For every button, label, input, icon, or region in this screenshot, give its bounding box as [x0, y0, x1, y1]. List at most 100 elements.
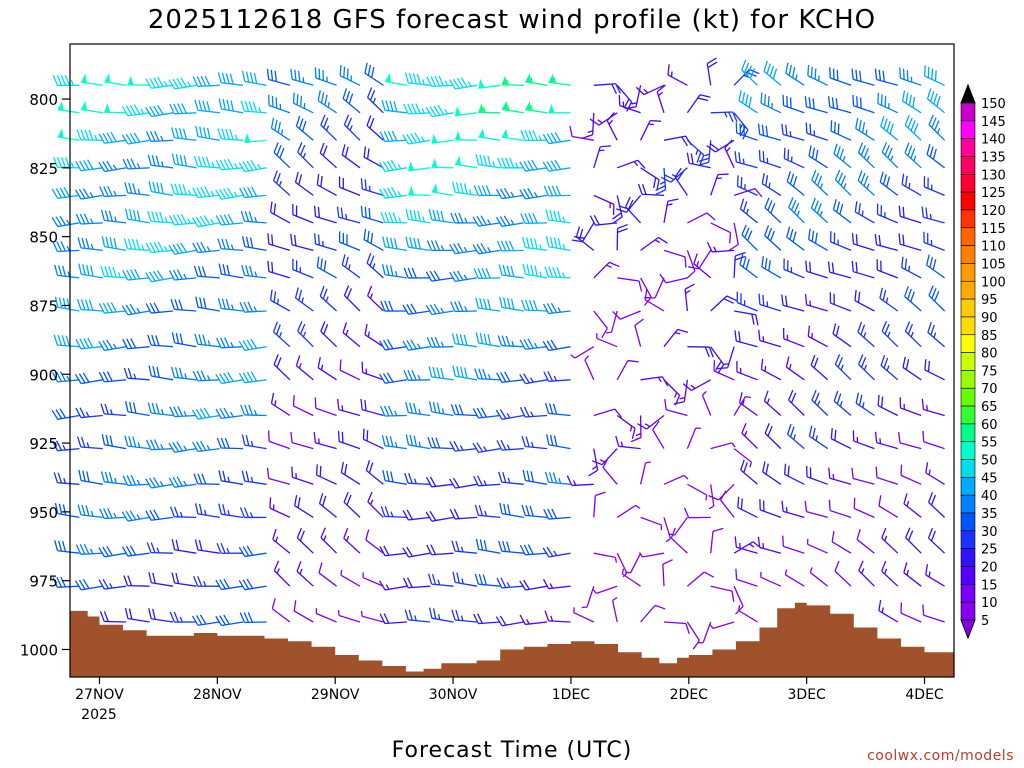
wind-barb [123, 367, 150, 381]
wind-barb [318, 493, 338, 518]
wind-barb [337, 430, 361, 450]
wind-barb [880, 355, 899, 381]
wind-barb [501, 128, 524, 141]
x-tick-label: 4DEC [905, 687, 944, 703]
wind-barb [52, 576, 80, 588]
x-tick-label: 1DEC [552, 687, 591, 703]
wind-barb [684, 283, 695, 312]
wind-barb [927, 322, 946, 348]
wind-barb [921, 206, 945, 224]
wind-barb [74, 579, 103, 591]
wind-barb [343, 528, 361, 554]
wind-barb [734, 536, 758, 554]
wind-barb [810, 197, 829, 224]
wind-barb [927, 527, 946, 554]
wind-barb [925, 462, 945, 485]
wind-barb [145, 477, 174, 489]
wind-barb [644, 288, 665, 312]
colorbar-bin [960, 156, 976, 175]
wind-barb [378, 580, 407, 591]
wind-barb [639, 461, 651, 485]
colorbar-tick-label: 80 [981, 347, 998, 362]
wind-barb [584, 355, 595, 381]
wind-barb [240, 100, 267, 114]
wind-barb [904, 114, 922, 141]
wind-barb [426, 240, 454, 252]
wind-barb [290, 233, 314, 252]
wind-barb [215, 371, 244, 385]
wind-barb [365, 459, 384, 485]
wind-barb [343, 491, 361, 518]
wind-barb [168, 441, 197, 453]
wind-barb [548, 73, 571, 86]
colorbar-tick-label: 140 [981, 133, 1006, 148]
wind-barb [519, 373, 548, 385]
wind-barb [644, 277, 665, 299]
wind-barb [218, 470, 244, 485]
wind-barb [296, 527, 314, 554]
wind-barb [640, 277, 652, 306]
wind-barb [851, 233, 875, 252]
wind-barb [591, 448, 618, 466]
wind-barb [364, 62, 384, 86]
colorbar-tick-label: 145 [981, 115, 1006, 130]
wind-barb [121, 510, 150, 522]
wind-barb [682, 379, 712, 392]
wind-barb [319, 142, 338, 169]
wind-barb [763, 60, 782, 86]
wind-barb [366, 285, 384, 312]
wind-barb [76, 298, 103, 312]
wind-barb [76, 129, 103, 141]
wind-barb [431, 183, 454, 197]
wind-barb [878, 599, 899, 623]
wind-barb [240, 404, 267, 417]
wind-barb [828, 467, 852, 485]
wind-barb [147, 154, 174, 169]
wind-barb [925, 564, 945, 587]
wind-barb [834, 169, 852, 196]
wind-barb [475, 538, 501, 554]
wind-barb [611, 596, 618, 623]
wind-barb [758, 149, 782, 169]
wind-barb [427, 573, 454, 587]
wind-barb [54, 540, 80, 554]
wind-barb [807, 325, 829, 348]
wind-barb [145, 270, 174, 283]
wind-barb [739, 254, 758, 279]
wind-barb [101, 434, 127, 450]
wind-barb [267, 233, 291, 252]
wind-barb [74, 188, 103, 200]
wind-barb [542, 339, 571, 352]
wind-barb [693, 253, 712, 279]
wind-barb [267, 260, 291, 279]
wind-barb [239, 186, 267, 199]
wind-barb [75, 543, 103, 555]
wind-barb [686, 152, 711, 169]
wind-barb [575, 226, 595, 251]
wind-barb [169, 611, 197, 623]
wind-barb [320, 321, 338, 348]
wind-barb [75, 407, 103, 419]
colorbar-tick-label: 65 [981, 400, 998, 415]
wind-barb [382, 236, 407, 252]
wind-barb [740, 459, 758, 485]
wind-barb [342, 322, 361, 348]
colorbar-bin [960, 280, 976, 300]
colorbar-bin [960, 263, 976, 282]
wind-barb [593, 194, 615, 216]
wind-barb [741, 224, 758, 251]
wind-barb [76, 436, 103, 450]
colorbar-bin [960, 316, 976, 336]
wind-barb [640, 516, 663, 531]
ground-layer [70, 602, 954, 677]
y-tick-label: 875 [29, 297, 58, 315]
wind-barb [521, 435, 548, 450]
wind-barb [788, 389, 805, 416]
wind-barb [425, 104, 454, 118]
wind-barb [339, 64, 361, 86]
wind-barb [710, 442, 736, 450]
wind-barb [51, 187, 80, 199]
colorbar-tick-label: 20 [981, 561, 998, 576]
wind-barb [713, 360, 735, 381]
wind-barb [741, 422, 758, 450]
